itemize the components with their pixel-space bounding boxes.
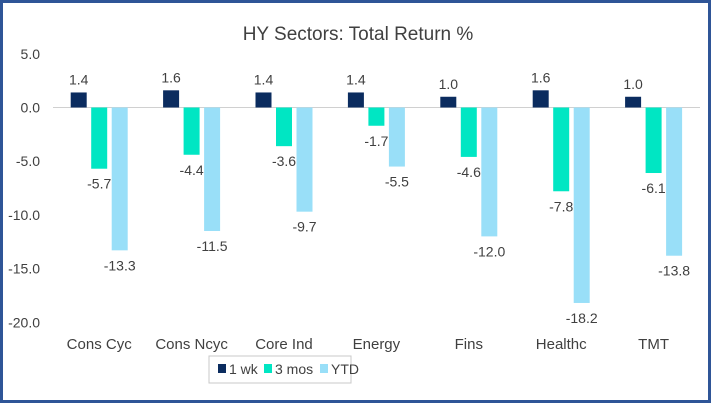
bar-1-wk bbox=[532, 90, 549, 108]
bar-1-wk bbox=[625, 96, 642, 108]
bar-3-mos bbox=[276, 107, 292, 147]
bar-3-mos bbox=[183, 107, 200, 155]
legend-label: YTD bbox=[331, 361, 359, 377]
x-tick-label: Fins bbox=[455, 336, 483, 353]
bar-1-wk bbox=[163, 90, 180, 108]
legend-label: 1 wk bbox=[229, 361, 259, 377]
bar-ytd bbox=[388, 107, 405, 167]
data-label: 1.4 bbox=[69, 71, 89, 87]
bar-ytd bbox=[204, 107, 221, 232]
y-tick-label: -5.0 bbox=[16, 153, 40, 169]
chart-title: HY Sectors: Total Return % bbox=[243, 24, 474, 45]
data-label: 1.0 bbox=[623, 76, 643, 92]
x-tick-label: TMT bbox=[638, 336, 669, 353]
y-axis: 5.0 0.0 -5.0 -10.0 -15.0 -20.0 bbox=[8, 46, 41, 330]
y-tick-label: -20.0 bbox=[8, 314, 40, 330]
x-tick-label: Cons Ncyc bbox=[155, 336, 228, 353]
bar-3-mos bbox=[645, 107, 662, 174]
data-label: -13.3 bbox=[104, 257, 136, 273]
data-label: -3.6 bbox=[272, 153, 296, 169]
bar-ytd bbox=[111, 107, 128, 251]
data-label: -9.7 bbox=[292, 219, 316, 235]
data-label: -1.7 bbox=[364, 133, 388, 149]
y-tick-label: 0.0 bbox=[21, 100, 41, 116]
bar-ytd bbox=[573, 107, 590, 303]
legend: 1 wk 3 mos YTD bbox=[208, 355, 359, 384]
legend-swatch bbox=[320, 364, 328, 373]
y-tick-label: -15.0 bbox=[8, 261, 40, 277]
data-label: -7.8 bbox=[549, 198, 573, 214]
bar-1-wk bbox=[70, 92, 87, 108]
bar-ytd bbox=[666, 107, 683, 256]
bar-1-wk bbox=[440, 96, 457, 108]
data-label: -5.5 bbox=[385, 174, 409, 190]
bar-1-wk bbox=[347, 92, 364, 108]
x-axis: Cons Cyc Cons Ncyc Core Ind Energy Fins Healt… bbox=[67, 336, 669, 353]
data-label: 1.6 bbox=[531, 69, 551, 85]
bar-ytd bbox=[296, 107, 313, 212]
data-label: 1.6 bbox=[161, 69, 181, 85]
x-tick-label: Healthc bbox=[536, 336, 587, 353]
bar-3-mos bbox=[91, 107, 108, 169]
x-tick-label: Energy bbox=[353, 336, 401, 353]
bar-3-mos bbox=[553, 107, 570, 192]
legend-swatch bbox=[264, 364, 272, 373]
x-tick-label: Cons Cyc bbox=[67, 336, 133, 353]
data-label: -5.7 bbox=[87, 176, 111, 192]
bar-3-mos bbox=[460, 107, 477, 157]
data-label: -12.0 bbox=[473, 243, 505, 259]
data-label: -4.6 bbox=[457, 164, 481, 180]
data-label: 1.4 bbox=[346, 71, 366, 87]
bar-1-wk bbox=[255, 92, 272, 108]
legend-label: 3 mos bbox=[275, 361, 313, 377]
data-label: 1.0 bbox=[439, 76, 459, 92]
legend-swatch bbox=[218, 364, 226, 373]
data-label: -6.1 bbox=[642, 180, 666, 196]
bars: 1.4 -5.7 -13.3 1.6 -4.4 -11.5 1.4 -3.6 -9.7 1.4 -1… bbox=[69, 69, 690, 326]
x-tick-label: Core Ind bbox=[255, 336, 313, 353]
data-label: 1.4 bbox=[254, 71, 274, 87]
y-tick-label: -10.0 bbox=[8, 207, 40, 223]
bar-ytd bbox=[481, 107, 498, 237]
data-label: -13.8 bbox=[658, 263, 690, 279]
data-label: -4.4 bbox=[180, 162, 204, 178]
y-tick-label: 5.0 bbox=[21, 46, 41, 62]
data-label: -18.2 bbox=[566, 310, 598, 326]
data-label: -11.5 bbox=[197, 238, 228, 254]
bar-3-mos bbox=[368, 107, 385, 126]
